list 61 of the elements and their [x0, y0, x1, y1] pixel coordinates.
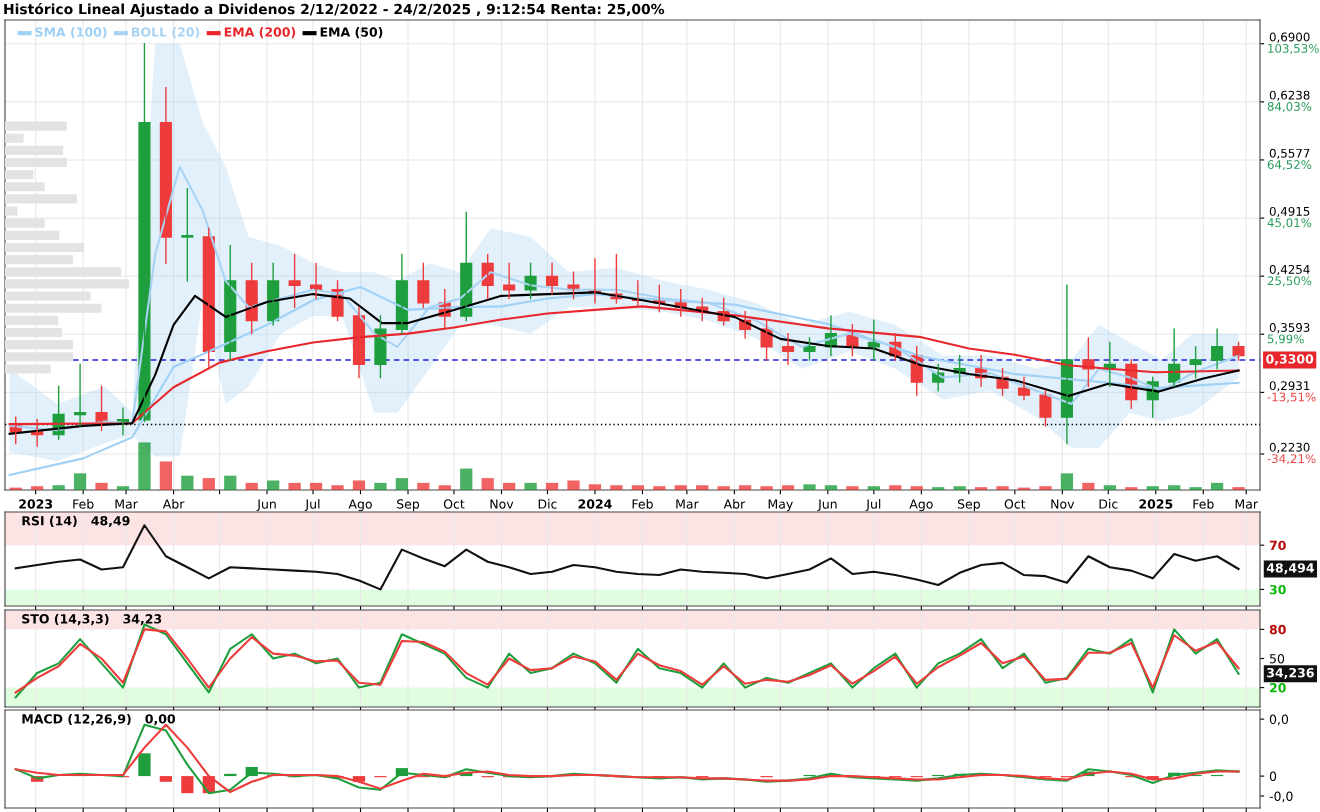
x-tick-label: Oct	[1004, 499, 1026, 509]
y2-tick-label: 25,50%	[1267, 276, 1312, 287]
y-tick-label: 0,6238	[1269, 90, 1310, 101]
y2-tick-label: 103,53%	[1268, 43, 1319, 55]
ref-line-label: 0,3300	[1266, 354, 1314, 366]
y2-tick-label: -13,51%	[1267, 392, 1316, 403]
x-tick-label: Oct	[443, 499, 465, 509]
y-tick-label: 0,0	[1269, 714, 1289, 726]
x-tick-label: Abr	[162, 499, 185, 509]
y2-tick-label: 64,52%	[1267, 160, 1312, 171]
legend-label: SMA (100)	[35, 27, 107, 39]
x-tick-label: Ago	[909, 499, 933, 512]
legend-label: BOLL (20)	[132, 27, 200, 39]
x-tick-label: Nov	[490, 499, 514, 509]
x-tick-label: Dic	[538, 499, 557, 509]
legend-label: EMA (200)	[224, 27, 296, 39]
y-tick-label: 0	[1269, 771, 1277, 782]
x-tick-label: Dic	[1099, 499, 1118, 509]
x-tick-label: 2025	[1139, 499, 1173, 509]
x-tick-label: Jun	[256, 499, 276, 512]
y-tick-label: 30	[1269, 584, 1286, 595]
y2-tick-label: 84,03%	[1267, 101, 1312, 113]
y-tick-label: 0,4254	[1269, 264, 1310, 276]
x-tick-label: Sep	[957, 499, 980, 512]
y-tick-label: 0,4915	[1269, 206, 1310, 218]
x-tick-label: Abr	[723, 499, 746, 509]
annotation: 48,494	[1266, 563, 1314, 575]
y-tick-label: 50	[1269, 653, 1285, 664]
y-tick-label: 20	[1270, 683, 1286, 693]
x-tick-label: Jul	[865, 499, 881, 512]
x-tick-label: Jul	[304, 499, 320, 512]
x-tick-label: Jun	[817, 499, 837, 512]
x-tick-label: Nov	[1051, 499, 1075, 509]
x-tick-label: 2023	[19, 499, 53, 509]
chart-title: MACD (12,26,9) 0,00	[22, 713, 176, 726]
x-tick-label: Mar	[676, 499, 699, 509]
y-tick-label: 0,6900	[1269, 32, 1310, 43]
x-tick-label: Sep	[397, 499, 420, 512]
x-tick-label: Feb	[1193, 499, 1214, 509]
chart-title: STO (14,3,3) 34,23	[22, 613, 162, 626]
y2-tick-label: 5,99%	[1267, 334, 1304, 345]
chart-title: Histórico Lineal Ajustado a Dividenos 2/12/2022 - 24/2/2025 , 9:12:54 Renta: 25,00%	[4, 3, 665, 18]
x-tick-label: May	[768, 499, 793, 512]
chart-title: RSI (14) 48,49	[22, 515, 130, 528]
annotation: 34,236	[1267, 667, 1314, 680]
y-tick-label: 0,2230	[1269, 442, 1310, 453]
legend-label: EMA (50)	[320, 27, 383, 39]
x-tick-label: Mar	[1235, 499, 1258, 509]
y-tick-label: 80	[1269, 624, 1286, 635]
y-tick-label: 70	[1269, 540, 1286, 551]
x-tick-label: Ago	[348, 499, 372, 512]
y2-tick-label: -34,21%	[1267, 454, 1316, 465]
y-tick-label: 0,3593	[1269, 323, 1310, 334]
y2-tick-label: 45,01%	[1267, 218, 1312, 229]
x-tick-label: Feb	[632, 499, 653, 509]
x-tick-label: Mar	[115, 499, 138, 509]
x-tick-label: 2024	[578, 499, 612, 509]
y-tick-label: 0,2931	[1269, 381, 1310, 392]
y-tick-label: 0,5577	[1269, 148, 1310, 159]
x-tick-label: Feb	[73, 499, 94, 509]
y-tick-label: -0,0	[1269, 791, 1293, 803]
